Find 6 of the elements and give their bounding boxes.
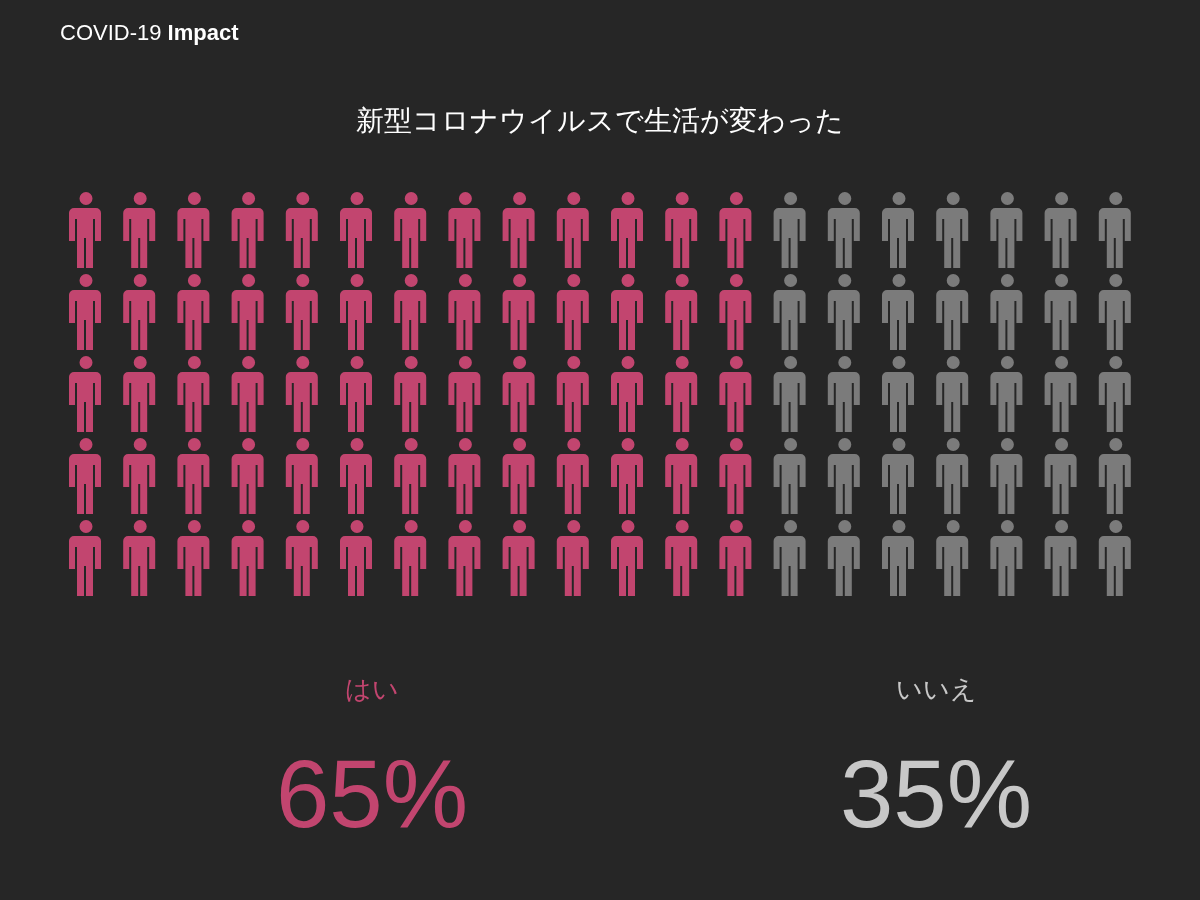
text: 新型コロナウイルスで生活が変わった xyxy=(356,105,844,136)
text: COVID-19 Impact xyxy=(60,20,240,45)
category-label: いいえ xyxy=(895,674,977,704)
data-label: 65% xyxy=(275,740,469,847)
category-label: はい xyxy=(345,674,399,704)
data-label: 35% xyxy=(839,740,1033,847)
